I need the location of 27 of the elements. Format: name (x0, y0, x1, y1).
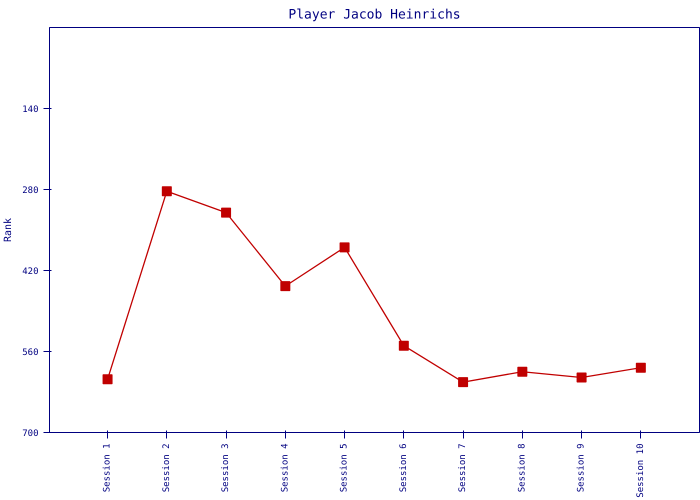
y-tick-label: 560 (22, 348, 39, 358)
x-tick-label: Session 7 (458, 443, 468, 492)
x-tick-label: Session 2 (162, 443, 172, 492)
point (517, 366, 528, 377)
point (162, 186, 172, 196)
point (102, 374, 113, 384)
point (280, 281, 290, 292)
y-tick-label: 280 (22, 186, 39, 196)
y-tick-label: 140 (22, 105, 39, 115)
x-tick-label: Session 8 (517, 443, 528, 492)
chart-title: Player Jacob Heinrichs (288, 8, 461, 22)
x-tick-label: Session 9 (576, 443, 587, 492)
y-tick-label: 420 (22, 267, 39, 277)
point (340, 242, 350, 252)
x-tick-label: Session 10 (636, 443, 646, 498)
x-tick-label: Session 3 (221, 443, 232, 492)
point (636, 362, 646, 373)
point (398, 340, 409, 351)
x-tick-label: Session 5 (340, 443, 350, 492)
x-tick-label: Session 4 (280, 443, 290, 492)
x-tick-label: Session 1 (102, 443, 113, 492)
point (221, 208, 232, 218)
y-axis-title: Rank (3, 218, 14, 242)
y-tick-label: 700 (22, 429, 39, 439)
point (458, 377, 468, 388)
point (576, 372, 587, 383)
x-tick-label: Session 6 (398, 443, 409, 492)
